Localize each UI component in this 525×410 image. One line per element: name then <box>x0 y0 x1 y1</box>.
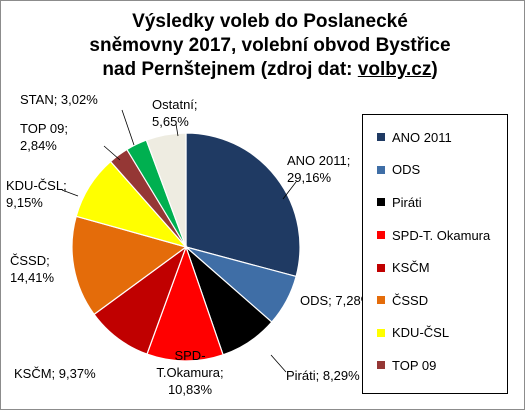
data-label-top-09: TOP 09; 2,84% <box>20 121 68 153</box>
legend-swatch-top-09 <box>377 361 385 370</box>
legend-label-spd-t-okamura: SPD-T. Okamura <box>392 227 491 243</box>
chart-title-line-1: Výsledky voleb do Poslanecké <box>132 11 408 32</box>
leader-line-stan <box>121 109 135 146</box>
legend-label-cssd: ČSSD <box>392 292 429 308</box>
legend-swatch-ods <box>377 165 385 174</box>
data-label-ano-2011: ANO 2011; 29,16% <box>287 153 350 185</box>
legend-label-ods: ODS <box>392 162 421 178</box>
data-label-ostatni: Ostatní; 5,65% <box>152 97 198 129</box>
data-label-kdu-csl: KDU-ČSL; 9,15% <box>6 178 67 210</box>
leader-line-kdu-csl <box>61 189 79 197</box>
legend-label-kdu-csl: KDU-ČSL <box>392 325 450 341</box>
data-label-spd-t-okamura: SPD-T.Okamura; 10,83% <box>156 348 223 397</box>
legend-label-top-09: TOP 09 <box>392 357 437 373</box>
data-label-ods: ODS; 7,28% <box>300 293 373 308</box>
chart-title-line-3-text: nad Pernštejnem (zdroj dat: <box>102 59 358 80</box>
leader-line-ostatni <box>175 123 179 137</box>
legend-item-spd-t-okamura: SPD-T. Okamura <box>363 219 507 252</box>
pie-slice-ostatni <box>145 132 187 248</box>
chart-title: Výsledky voleb do Poslanecké sněmovny 20… <box>60 10 480 82</box>
chart-title-line-3-end: ) <box>431 59 438 80</box>
leader-line-pirati <box>270 354 287 373</box>
legend-label-ano-2011: ANO 2011 <box>392 129 452 145</box>
legend-item-top-09: TOP 09 <box>363 349 507 382</box>
legend-item-kdu-csl: KDU-ČSL <box>363 317 507 350</box>
pie-slice-spd-t-okamura <box>146 245 224 362</box>
legend-label-pirati: Piráti <box>392 194 422 210</box>
data-source-link[interactable]: volby.cz <box>357 59 432 80</box>
data-label-kscm: KSČM; 9,37% <box>14 366 96 381</box>
legend-swatch-ano-2011 <box>377 133 385 142</box>
leader-line-ano-2011 <box>282 181 297 200</box>
pie-slice-cssd <box>71 215 188 316</box>
legend-swatch-spd-t-okamura <box>377 231 385 240</box>
legend-item-cssd: ČSSD <box>363 284 507 317</box>
data-label-pirati: Piráti; 8,29% <box>286 368 360 383</box>
chart-title-line-3: nad Pernštejnem (zdroj dat: volby.cz) <box>60 58 480 82</box>
data-label-cssd: ČSSD; 14,41% <box>10 253 55 285</box>
legend-item-ano-2011: ANO 2011 <box>363 121 507 154</box>
data-label-stan: STAN; 3,02% <box>20 92 98 107</box>
chart-title-line-2: sněmovny 2017, volební obvod Bystřice <box>89 35 451 56</box>
leader-line-top-09 <box>103 145 121 161</box>
legend-label-kscm: KSČM <box>392 260 430 276</box>
legend-swatch-kscm <box>377 263 385 272</box>
legend-swatch-cssd <box>377 296 385 305</box>
chart-legend: ANO 2011 ODS Piráti SPD-T. Okamura KSČM ČSSD K… <box>362 114 508 394</box>
legend-swatch-pirati <box>377 198 385 207</box>
legend-item-ods: ODS <box>363 154 507 187</box>
pie-slice-ano-2011 <box>185 132 301 278</box>
legend-swatch-kdu-csl <box>377 328 385 337</box>
legend-item-kscm: KSČM <box>363 251 507 284</box>
legend-item-pirati: Piráti <box>363 186 507 219</box>
